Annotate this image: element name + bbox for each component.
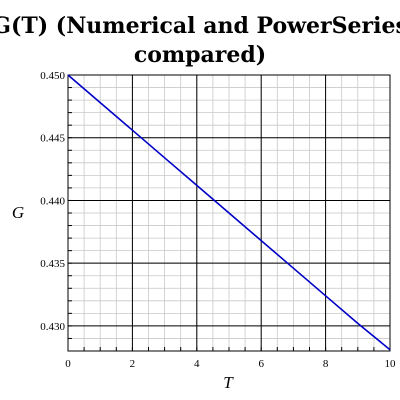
x-tick-label: 10 bbox=[385, 358, 397, 370]
axes bbox=[67, 74, 391, 352]
y-tick-label: 0.450 bbox=[40, 70, 65, 82]
series-line-1 bbox=[67, 74, 391, 351]
x-tick-label: 2 bbox=[130, 358, 136, 370]
tick-labels: 0 2 4 6 8 10 0.430 0.435 0.440 0.445 0.450 bbox=[40, 70, 396, 370]
y-tick-label: 0.430 bbox=[40, 321, 65, 333]
x-tick-label: 6 bbox=[258, 358, 264, 370]
y-tick-label: 0.445 bbox=[40, 133, 65, 145]
chart-title-line-1: G(T) (Numerical and PowerSeries bbox=[0, 13, 400, 39]
y-axis-label: G bbox=[12, 203, 24, 222]
x-axis-label: T bbox=[223, 373, 234, 392]
x-tick-label: 4 bbox=[194, 358, 200, 370]
x-tick-label: 0 bbox=[65, 358, 71, 370]
series-layer bbox=[67, 74, 391, 351]
y-tick-label: 0.440 bbox=[40, 195, 65, 207]
chart-title-line-2: compared) bbox=[134, 42, 266, 68]
y-tick-label: 0.435 bbox=[40, 258, 65, 270]
x-tick-label: 8 bbox=[323, 358, 329, 370]
